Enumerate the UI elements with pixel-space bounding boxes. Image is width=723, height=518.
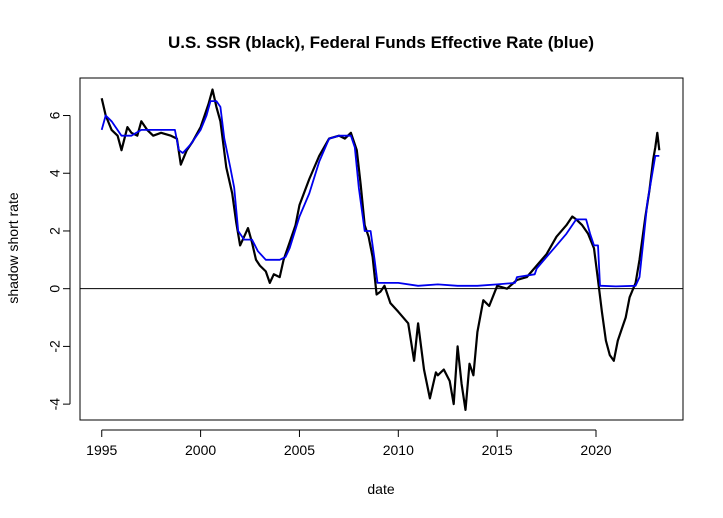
y-tick-label: 4 [47,169,63,177]
x-tick-label: 2010 [383,442,414,458]
plot-area [100,88,661,411]
x-tick-label: 2000 [185,442,216,458]
y-axis: -4 -2 0 2 4 6 [47,111,71,411]
ffr-series-line [100,100,660,288]
y-tick-label: -2 [47,340,63,353]
y-axis-label: shadow short rate [5,192,21,303]
y-tick-label: 6 [47,111,63,119]
y-tick-label: -4 [47,398,63,411]
x-axis-label: date [367,481,394,497]
plot-frame [79,77,684,421]
x-tick-label: 1995 [86,442,117,458]
ssr-series-line [100,88,661,411]
y-tick-label: 2 [47,227,63,235]
x-tick-label: 2020 [580,442,611,458]
x-tick-label: 2005 [284,442,315,458]
x-tick-label: 2015 [482,442,513,458]
y-tick-label: 0 [47,285,63,293]
x-axis: 1995 2000 2005 2010 2015 2020 [86,429,612,458]
chart-title: U.S. SSR (black), Federal Funds Effectiv… [168,33,594,52]
